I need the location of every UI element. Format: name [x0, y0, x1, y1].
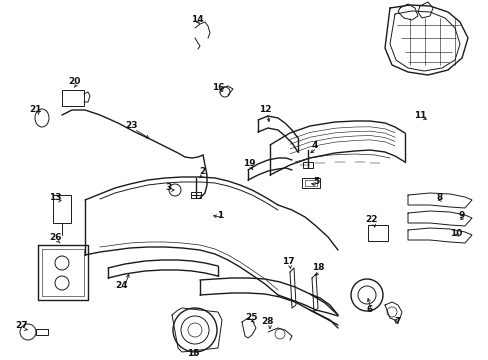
Text: 7: 7	[394, 318, 400, 327]
Bar	[53, 195, 71, 223]
Text: 27: 27	[16, 321, 28, 330]
Bar	[36, 329, 48, 335]
Text: 16: 16	[211, 84, 224, 93]
Bar	[303, 162, 312, 168]
Text: 21: 21	[30, 105, 42, 114]
Text: 8: 8	[436, 194, 442, 202]
Text: 24: 24	[116, 280, 128, 289]
Text: 25: 25	[245, 314, 258, 323]
Text: 9: 9	[458, 211, 464, 220]
Text: 11: 11	[413, 111, 426, 120]
Text: 10: 10	[449, 229, 461, 238]
Text: 22: 22	[365, 216, 378, 225]
Text: 14: 14	[190, 15, 203, 24]
Text: 15: 15	[186, 350, 199, 359]
Text: 26: 26	[50, 234, 62, 243]
Text: 23: 23	[125, 122, 138, 130]
Text: 28: 28	[261, 318, 274, 327]
Text: 18: 18	[311, 264, 324, 273]
Bar	[62, 90, 84, 106]
Text: 20: 20	[68, 77, 80, 86]
Text: 19: 19	[242, 159, 255, 168]
Text: 2: 2	[199, 167, 204, 176]
Text: 3: 3	[164, 184, 171, 193]
Text: 6: 6	[366, 306, 372, 315]
Text: 12: 12	[258, 105, 271, 114]
Text: 1: 1	[217, 211, 223, 220]
Bar	[302, 178, 319, 188]
Text: 17: 17	[281, 257, 294, 266]
Text: 5: 5	[312, 177, 319, 186]
Bar	[305, 180, 316, 186]
Bar	[367, 225, 387, 241]
Text: 13: 13	[49, 194, 61, 202]
Text: 4: 4	[311, 140, 318, 149]
Bar	[191, 192, 201, 198]
